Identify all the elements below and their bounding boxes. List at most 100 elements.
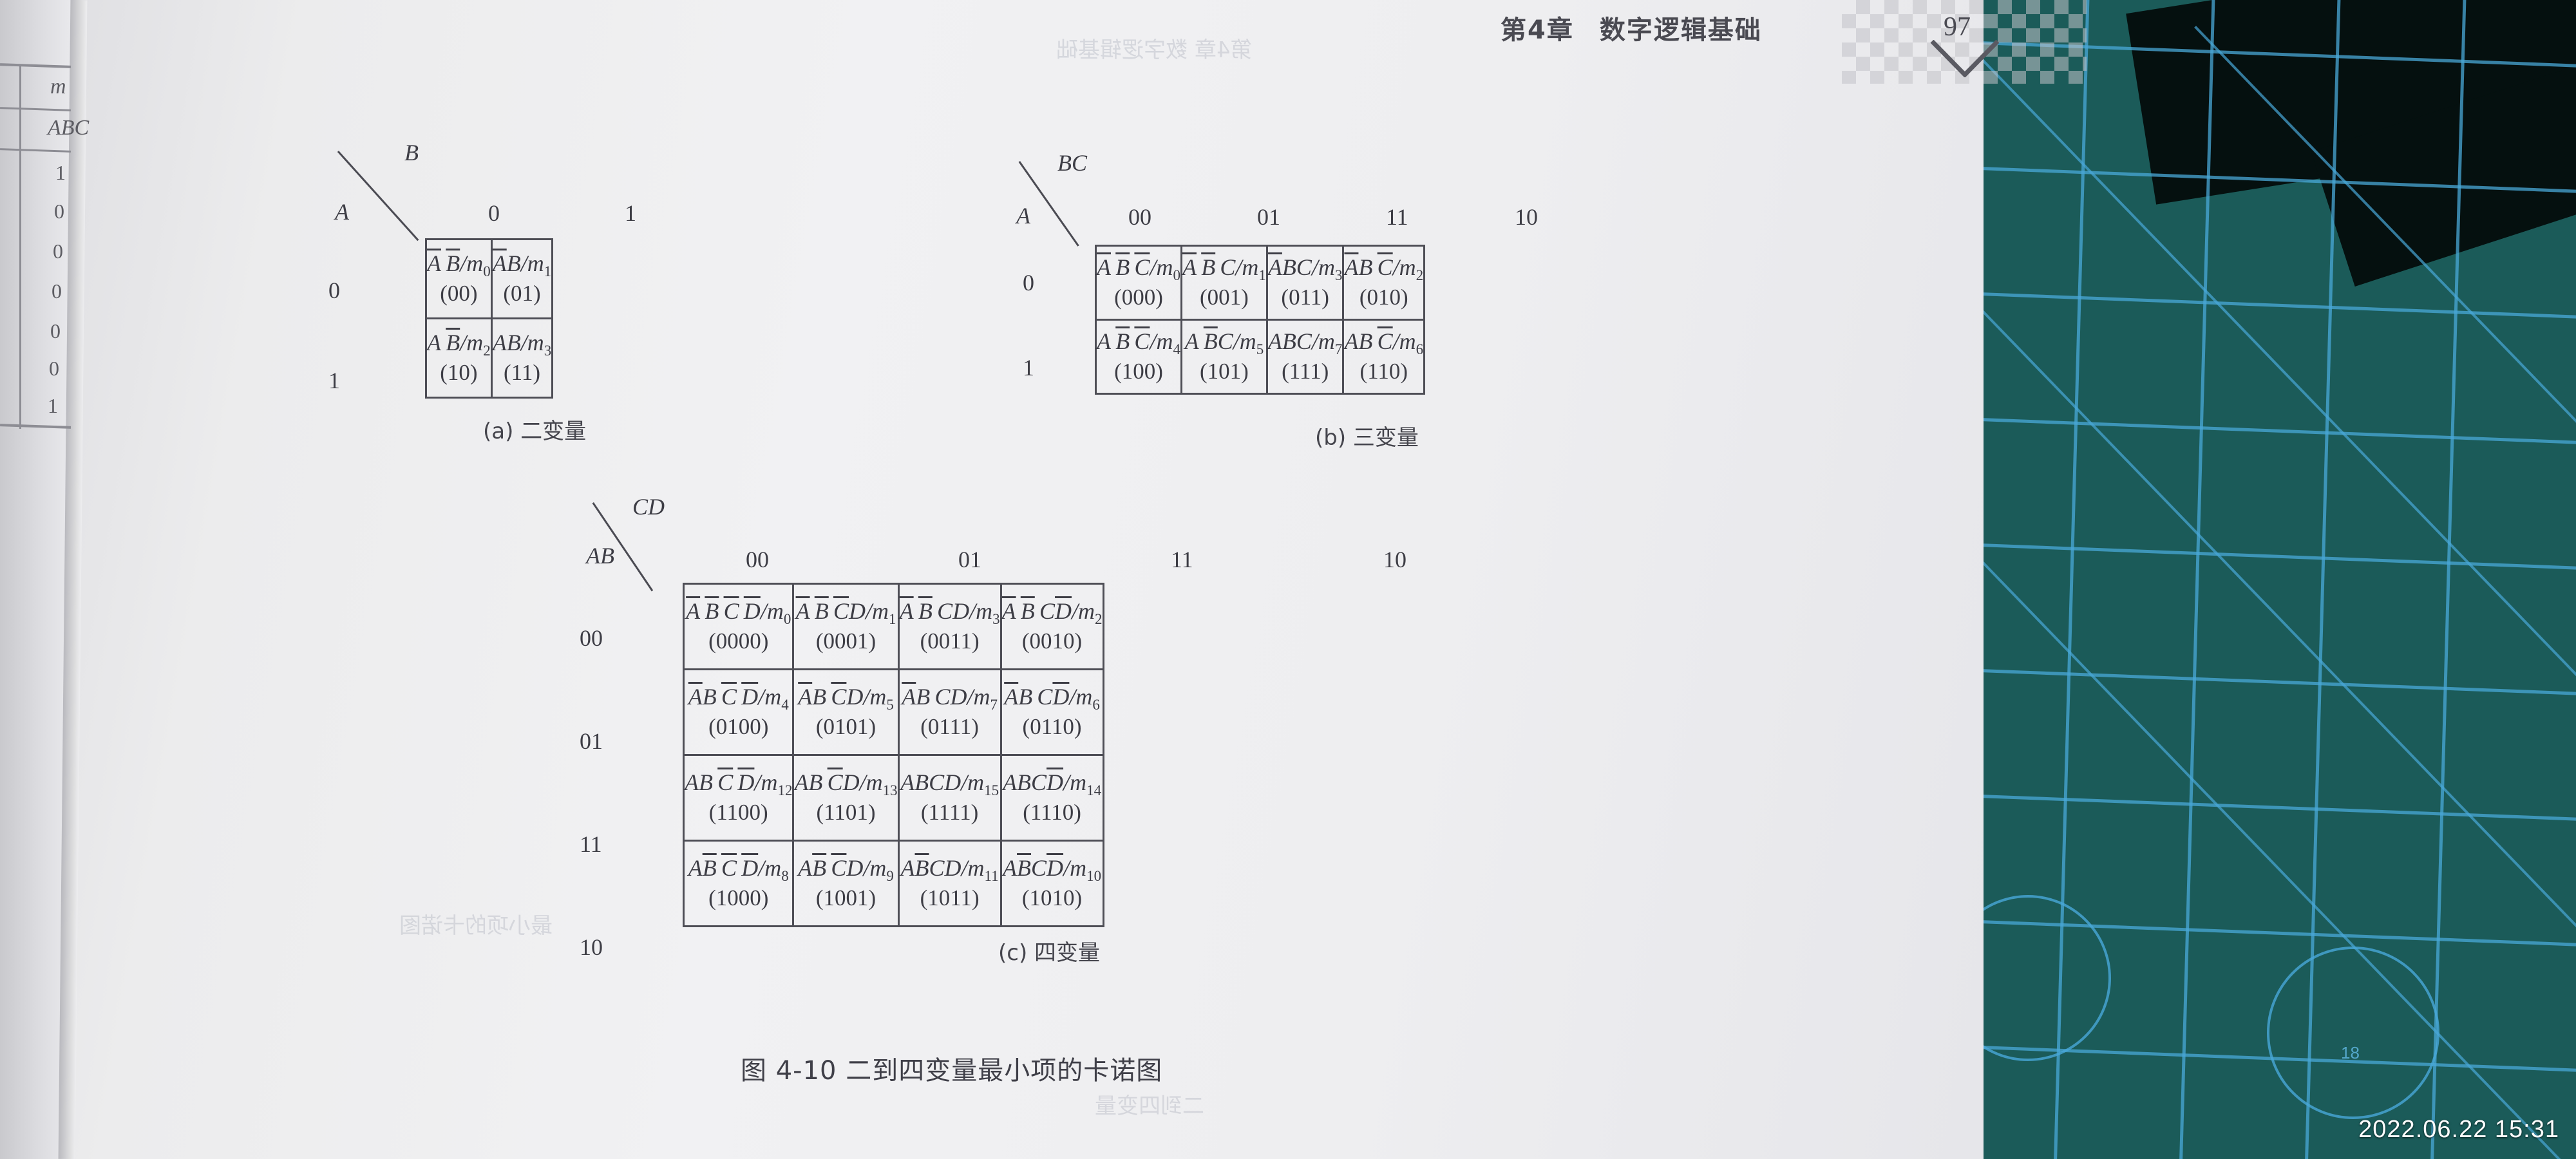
kmap4-binary-m13: (1101) (816, 800, 876, 825)
kmap4-term-m15: ABCD/m15 (900, 769, 999, 798)
cutting-mat-background: 7 18 (1926, 0, 2576, 1159)
table-row: A B C D/m0 (0000) A B CD/m1 (0001) A B C… (682, 583, 1104, 670)
kmap4-cell-m1[interactable]: A B CD/m1 (0001) (792, 583, 900, 670)
kmap3-term-m1: A B C/m1 (1182, 254, 1266, 283)
kmap3-col-header-01: 01 (1257, 204, 1280, 230)
kmap3-col-header-11: 11 (1386, 204, 1408, 230)
kmap4-cell-m11[interactable]: ABCD/m11 (1011) (897, 840, 1002, 927)
kmap2-cell-m2[interactable]: A B/m2 (10) (425, 317, 493, 399)
kmap3-cell-m1[interactable]: A B C/m1 (001) (1180, 245, 1268, 321)
table-row: A B C/m4 (100) A BC/m5 (101) ABC/m7 (111… (1095, 319, 1426, 395)
table-rule (0, 107, 71, 111)
kmap4-cell-m10[interactable]: ABCD/m10 (1010) (999, 840, 1104, 927)
kmap4-term-m9: AB CD/m9 (798, 854, 894, 884)
kmap4-cell-m0[interactable]: A B C D/m0 (0000) (682, 583, 795, 670)
kmap4-cell-m2[interactable]: A B CD/m2 (0010) (999, 583, 1104, 670)
kmap4-corner: CD AB (586, 494, 689, 592)
kmap4-cell-m15[interactable]: ABCD/m15 (1111) (897, 754, 1002, 842)
kmap4-table: A B C D/m0 (0000) A B CD/m1 (0001) A B C… (682, 583, 1104, 927)
kmap4-binary-m4: (0100) (708, 714, 769, 740)
kmap2-corner: B A (335, 140, 425, 241)
photo-timestamp: 2022.06.22 15:31 (2358, 1116, 2559, 1143)
kmap4-term-m11: ABCD/m11 (900, 854, 999, 884)
transparency-checker-overlay (1842, 0, 2087, 84)
show-through-text: 二到四变量 (1095, 1093, 1204, 1119)
adjacent-table-value: 1 (55, 161, 66, 184)
kmap4-col-header-10: 10 (1383, 547, 1406, 572)
kmap4-row-header-01: 01 (580, 728, 603, 754)
kmap4-binary-m8: (1000) (708, 885, 769, 911)
kmap3-cell-m0[interactable]: A B C/m0 (000) (1095, 245, 1182, 321)
kmap4-col-header-00: 00 (746, 547, 769, 572)
kmap4-binary-m7: (0111) (920, 714, 979, 740)
kmap3-cell-m2[interactable]: AB C/m2 (010) (1342, 245, 1426, 321)
kmap2-binary-m0: (00) (440, 281, 478, 306)
kmap3-binary-m4: (100) (1114, 359, 1163, 384)
kmap3-term-m0: A B C/m0 (1097, 254, 1180, 283)
kmap3-cell-m4[interactable]: A B C/m4 (100) (1095, 319, 1182, 395)
kmap4-cell-m8[interactable]: AB C D/m8 (1000) (682, 840, 795, 927)
kmap3-binary-m1: (001) (1200, 285, 1249, 310)
kmap4-cell-m13[interactable]: AB CD/m13 (1101) (792, 754, 900, 842)
kmap2-row-var-label: A (335, 199, 349, 225)
kmap2-term-m1: AB/m1 (492, 250, 552, 279)
page-number: 97 (1944, 12, 1971, 42)
kmap4-term-m5: AB CD/m5 (798, 683, 894, 713)
adjacent-page-table: m ABC 1 0 0 0 0 0 1 (0, 39, 89, 683)
kmap2-caption: (a) 二变量 (483, 419, 587, 444)
kmap4-binary-m5: (0101) (815, 714, 876, 740)
figure-caption: 图 4-10 二到四变量最小项的卡诺图 (741, 1056, 1163, 1086)
kmap3-term-m6: AB C/m6 (1344, 328, 1424, 357)
kmap4-binary-m12: (1100) (708, 800, 768, 825)
kmap2-cell-m0[interactable]: A B/m0 (00) (425, 238, 493, 319)
kmap2-binary-m2: (10) (440, 360, 478, 386)
chapter-title: 数字逻辑基础 (1599, 15, 1762, 45)
kmap4-term-m12: AB C D/m12 (685, 769, 793, 798)
kmap4-binary-m3: (0011) (920, 628, 980, 654)
table-column-rule (19, 64, 21, 429)
kmap3-corner: BC A (1016, 150, 1095, 247)
kmap4-cell-m3[interactable]: A B CD/m3 (0011) (897, 583, 1002, 670)
kmap4-term-m8: AB C D/m8 (688, 854, 789, 884)
kmap4-cell-m5[interactable]: AB CD/m5 (0101) (792, 668, 900, 756)
kmap3-col-var-label: BC (1057, 150, 1088, 176)
table-row: AB C D/m8 (1000) AB CD/m9 (1001) ABCD/m1… (682, 840, 1104, 927)
kmap4-cell-m14[interactable]: ABCD/m14 (1110) (999, 754, 1104, 842)
kmap2-cell-m1[interactable]: AB/m1 (01) (490, 238, 554, 319)
page-header: 第4章 数字逻辑基础 (1501, 9, 1762, 46)
kmap2-col-var-label: B (404, 140, 419, 165)
kmap2-term-m2: A B/m2 (427, 329, 491, 359)
kmap4-cell-m12[interactable]: AB C D/m12 (1100) (682, 754, 795, 842)
kmap3-binary-m0: (000) (1114, 285, 1163, 310)
kmap3-term-m2: AB C/m2 (1344, 254, 1424, 283)
kmap3-col-header-10: 10 (1515, 204, 1538, 230)
kmap4-cell-m6[interactable]: AB CD/m6 (0110) (999, 668, 1104, 756)
kmap4-term-m10: ABCD/m10 (1003, 854, 1102, 884)
kmap3-caption: (b) 三变量 (1315, 425, 1419, 451)
kmap-three-variable: BC A 00 01 11 10 0 1 A B C/m0 (000) A B … (1016, 150, 1538, 451)
kmap4-cell-m7[interactable]: AB CD/m7 (0111) (897, 668, 1002, 756)
kmap4-binary-m1: (0001) (815, 628, 876, 654)
kmap4-cell-m9[interactable]: AB CD/m9 (1001) (792, 840, 900, 927)
adjacent-table-value: 0 (49, 357, 59, 380)
kmap4-term-m0: A B C D/m0 (686, 598, 791, 627)
kmap4-row-header-00: 00 (580, 625, 603, 651)
kmap3-table: A B C/m0 (000) A B C/m1 (001) ABC/m3 (01… (1095, 245, 1426, 395)
kmap3-cell-m6[interactable]: AB C/m6 (110) (1342, 319, 1426, 395)
kmap3-term-m5: A BC/m5 (1184, 328, 1264, 357)
mat-circle-label-right: 18 (2341, 1043, 2360, 1062)
kmap3-binary-m2: (010) (1359, 285, 1408, 310)
table-rule (0, 63, 71, 68)
kmap3-cell-m7[interactable]: ABC/m7 (111) (1265, 319, 1345, 395)
kmap3-cell-m5[interactable]: A BC/m5 (101) (1180, 319, 1268, 395)
kmap3-cell-m3[interactable]: ABC/m3 (011) (1265, 245, 1345, 321)
kmap4-term-m2: A B CD/m2 (1001, 598, 1103, 627)
kmap2-cell-m3[interactable]: AB/m3 (11) (490, 317, 554, 399)
kmap2-table: A B/m0 (00) AB/m1 (01) A B/m2 (10) AB/m3 (425, 238, 554, 399)
kmap3-row-header-0: 0 (1023, 270, 1034, 296)
kmap4-cell-m4[interactable]: AB C D/m4 (0100) (682, 668, 795, 756)
kmap4-row-var-label: AB (586, 543, 614, 569)
adjacent-table-header-m: m (50, 75, 66, 99)
kmap3-binary-m3: (011) (1281, 285, 1329, 310)
